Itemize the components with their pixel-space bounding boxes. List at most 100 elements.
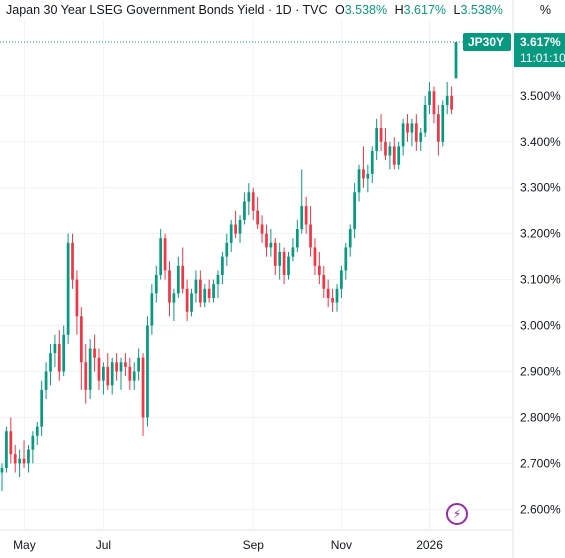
candle-body	[432, 91, 436, 115]
candle-body	[194, 279, 198, 294]
candle	[401, 118, 405, 156]
candle	[141, 353, 145, 436]
candle-body	[414, 123, 418, 142]
candle	[366, 164, 370, 193]
candle	[40, 380, 44, 436]
candle	[62, 325, 66, 377]
candle-body	[176, 265, 180, 294]
price-badge: JP30Y 3.617% 11:01:10	[463, 33, 565, 68]
candle	[397, 141, 401, 170]
candle	[247, 183, 251, 216]
candle	[124, 353, 127, 377]
candle	[102, 362, 105, 395]
candle	[176, 256, 180, 298]
candle	[207, 279, 211, 303]
candle	[348, 224, 352, 257]
y-tick-label: 2.900%	[520, 364, 561, 378]
candle	[22, 440, 26, 468]
candle-body	[304, 206, 308, 225]
candle-body	[454, 42, 458, 79]
candle	[35, 422, 39, 445]
candle	[0, 463, 4, 491]
candle-body	[291, 247, 295, 257]
candle	[304, 196, 308, 234]
candle-body	[132, 371, 136, 381]
candle	[198, 270, 202, 308]
candle-body	[234, 224, 237, 234]
candle-body	[295, 229, 299, 248]
candle-body	[225, 242, 229, 257]
candle	[317, 252, 321, 285]
candle	[172, 288, 176, 321]
candle	[335, 284, 339, 312]
candle-body	[119, 362, 123, 372]
candle-body	[27, 449, 30, 464]
candle	[234, 210, 237, 239]
candle-body	[309, 224, 312, 248]
y-tick-label: 3.300%	[520, 181, 561, 195]
candle-body	[49, 353, 52, 372]
candle-body	[437, 114, 440, 142]
candle	[392, 137, 396, 170]
open-value: 3.538%	[344, 3, 388, 17]
candle	[203, 284, 207, 308]
x-tick-label: Jul	[96, 538, 111, 552]
candle-body	[313, 247, 317, 266]
lightning-icon[interactable]: ⚡	[446, 503, 468, 525]
candle-body	[0, 467, 4, 473]
candle-body	[53, 343, 57, 354]
candle	[291, 238, 295, 262]
y-tick-label: 3.500%	[520, 89, 561, 103]
candle	[84, 343, 88, 404]
candle-body	[423, 105, 427, 133]
candle-body	[410, 123, 414, 133]
candle-body	[212, 284, 215, 298]
candle-body	[190, 293, 193, 312]
candle	[432, 86, 436, 124]
candle-body	[93, 348, 96, 358]
candle-body	[265, 233, 268, 248]
candle-body	[450, 95, 453, 110]
y-tick-label: 2.800%	[520, 410, 561, 424]
candle-body	[159, 238, 163, 275]
y-axis-unit: %	[539, 3, 551, 17]
candle-body	[137, 357, 141, 372]
candle-body	[31, 435, 35, 450]
candle-body	[198, 279, 202, 303]
candle	[340, 265, 343, 298]
candle	[273, 238, 277, 275]
candle	[71, 233, 74, 289]
open-label: O	[334, 3, 345, 17]
y-axis[interactable]: 3.500% 3.400% 3.300% 3.200% 3.100% 3.000% 2.90…	[512, 0, 561, 558]
candle-body	[229, 224, 233, 243]
x-tick-label: May	[13, 538, 36, 552]
candle-body	[406, 123, 409, 133]
candle-body	[273, 242, 277, 266]
candle	[423, 95, 427, 138]
candle	[66, 233, 70, 344]
y-tick-label: 3.400%	[520, 135, 561, 149]
candle	[375, 118, 379, 161]
y-tick-label: 3.100%	[520, 273, 561, 287]
candle	[163, 233, 167, 280]
candle	[229, 219, 233, 253]
candle-body	[13, 454, 17, 464]
candle-body	[207, 288, 211, 298]
candle	[137, 348, 141, 381]
candle-body	[97, 357, 101, 381]
candle	[441, 100, 445, 147]
chart-header: Japan 30 Year LSEG Government Bonds Yiel…	[6, 2, 503, 18]
candle-body	[344, 247, 348, 271]
candle	[326, 279, 330, 308]
candle	[110, 357, 114, 395]
candle-body	[154, 275, 158, 294]
candle	[88, 339, 92, 400]
candle	[159, 229, 163, 280]
high-label: H	[394, 3, 404, 17]
x-axis[interactable]: May Jul Sep Nov 2026	[0, 529, 513, 552]
candle-body	[102, 366, 105, 381]
candle	[450, 86, 453, 115]
candle-body	[18, 458, 21, 464]
